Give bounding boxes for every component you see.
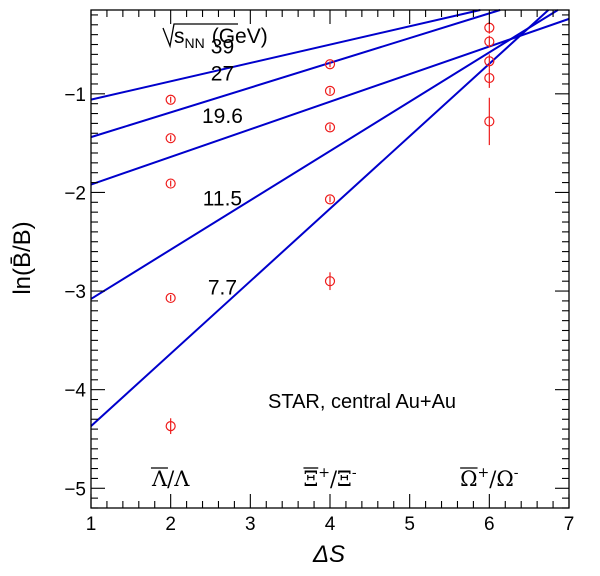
data-point bbox=[484, 35, 495, 48]
particle-symbol: Ξ bbox=[337, 467, 352, 491]
antiparticle-charge: + bbox=[478, 465, 490, 481]
ratio-separator: / bbox=[330, 467, 338, 491]
data-points bbox=[165, 21, 495, 435]
antiparticle-symbol: Λ bbox=[151, 467, 168, 491]
data-point bbox=[165, 292, 176, 304]
particle-label: Λ/Λ bbox=[150, 467, 190, 491]
x-tick-label: 2 bbox=[165, 514, 176, 535]
legend-title-root: s bbox=[174, 25, 185, 48]
ratio-separator: / bbox=[489, 467, 497, 491]
legend-title-text: sNN (GeV) bbox=[174, 25, 268, 51]
data-point bbox=[165, 94, 176, 105]
data-point bbox=[165, 418, 176, 435]
particle-ratio-text: Λ/Λ bbox=[151, 467, 190, 491]
plot-frame bbox=[90, 9, 570, 509]
point-marker bbox=[165, 133, 176, 144]
particle-ratio-text: Ω+/Ω- bbox=[460, 465, 519, 491]
series-label: 7.7 bbox=[208, 277, 237, 300]
point-marker bbox=[165, 94, 176, 105]
y-tick-label: −3 bbox=[64, 282, 86, 303]
data-point bbox=[324, 85, 336, 96]
y-axis-title: ln(B̄/B) bbox=[9, 221, 36, 294]
x-tick-label: 6 bbox=[484, 514, 495, 535]
antiparticle-charge: + bbox=[318, 465, 330, 481]
fit-lines bbox=[90, 9, 570, 427]
x-tick-label: 4 bbox=[325, 514, 336, 535]
antiparticle-symbol: Ω bbox=[460, 467, 477, 491]
sqrt-sign bbox=[162, 23, 238, 49]
point-marker bbox=[484, 36, 495, 47]
ratio-separator: / bbox=[167, 467, 175, 491]
data-point bbox=[324, 272, 336, 291]
series-label: 27 bbox=[211, 62, 234, 85]
legend-title-unit: (GeV) bbox=[212, 25, 268, 48]
point-marker bbox=[165, 421, 176, 432]
y-tick-label: −1 bbox=[64, 85, 86, 106]
x-axis-title: ΔS bbox=[312, 541, 345, 568]
y-tick-label: −4 bbox=[64, 381, 86, 402]
fit-line-39 bbox=[90, 9, 481, 101]
particle-symbol: Λ bbox=[173, 467, 190, 491]
point-marker bbox=[165, 178, 176, 189]
fit-line-27 bbox=[90, 9, 501, 139]
data-point bbox=[324, 194, 336, 205]
data-point bbox=[324, 122, 336, 133]
series-labels: 39 27 19.6 11.5 7.7 bbox=[202, 35, 243, 299]
point-marker bbox=[324, 59, 336, 70]
point-marker bbox=[165, 292, 176, 304]
data-point bbox=[484, 68, 495, 88]
x-tick-label: 1 bbox=[86, 514, 97, 535]
point-marker bbox=[484, 116, 495, 127]
particle-labels: Λ/Λ Ξ+/Ξ- Ω+/Ω- bbox=[150, 465, 519, 491]
series-label: 11.5 bbox=[203, 188, 242, 211]
fit-line-7-7 bbox=[90, 9, 550, 427]
series-label: 39 bbox=[211, 35, 234, 58]
fit-line-11-5 bbox=[90, 9, 559, 300]
data-point bbox=[165, 133, 176, 144]
x-axis-title-text: ΔS bbox=[312, 541, 345, 568]
x-tick-label: 7 bbox=[564, 514, 575, 535]
x-tick-label: 5 bbox=[404, 514, 415, 535]
x-tick-label: 3 bbox=[245, 514, 256, 535]
particle-charge: - bbox=[352, 465, 357, 481]
antiparticle-symbol: Ξ bbox=[303, 467, 318, 491]
data-point bbox=[484, 97, 495, 146]
point-marker bbox=[324, 85, 336, 96]
particle-symbol: Ω bbox=[496, 467, 513, 491]
point-marker bbox=[484, 72, 495, 84]
tick-labels: 1 2 3 4 5 6 7 −5 −4 −3 −2 −1 bbox=[64, 85, 574, 535]
y-tick-label: −2 bbox=[64, 183, 86, 204]
experiment-label: STAR, central Au+Au bbox=[268, 391, 456, 413]
point-marker bbox=[324, 194, 336, 205]
data-point bbox=[324, 59, 336, 70]
particle-label: Ξ+/Ξ- bbox=[303, 465, 357, 491]
legend-title: sNN (GeV) bbox=[162, 23, 268, 51]
particle-label: Ω+/Ω- bbox=[460, 465, 519, 491]
point-marker bbox=[324, 122, 336, 133]
particle-charge: - bbox=[514, 465, 519, 481]
point-marker bbox=[324, 276, 336, 287]
data-point bbox=[165, 178, 176, 189]
series-label: 19.6 bbox=[202, 105, 243, 128]
data-point bbox=[484, 54, 495, 69]
particle-ratio-text: Ξ+/Ξ- bbox=[303, 465, 356, 491]
y-tick-label: −5 bbox=[64, 479, 86, 500]
legend-title-sub: NN bbox=[185, 35, 205, 51]
axes bbox=[90, 9, 570, 509]
point-marker bbox=[484, 56, 495, 67]
